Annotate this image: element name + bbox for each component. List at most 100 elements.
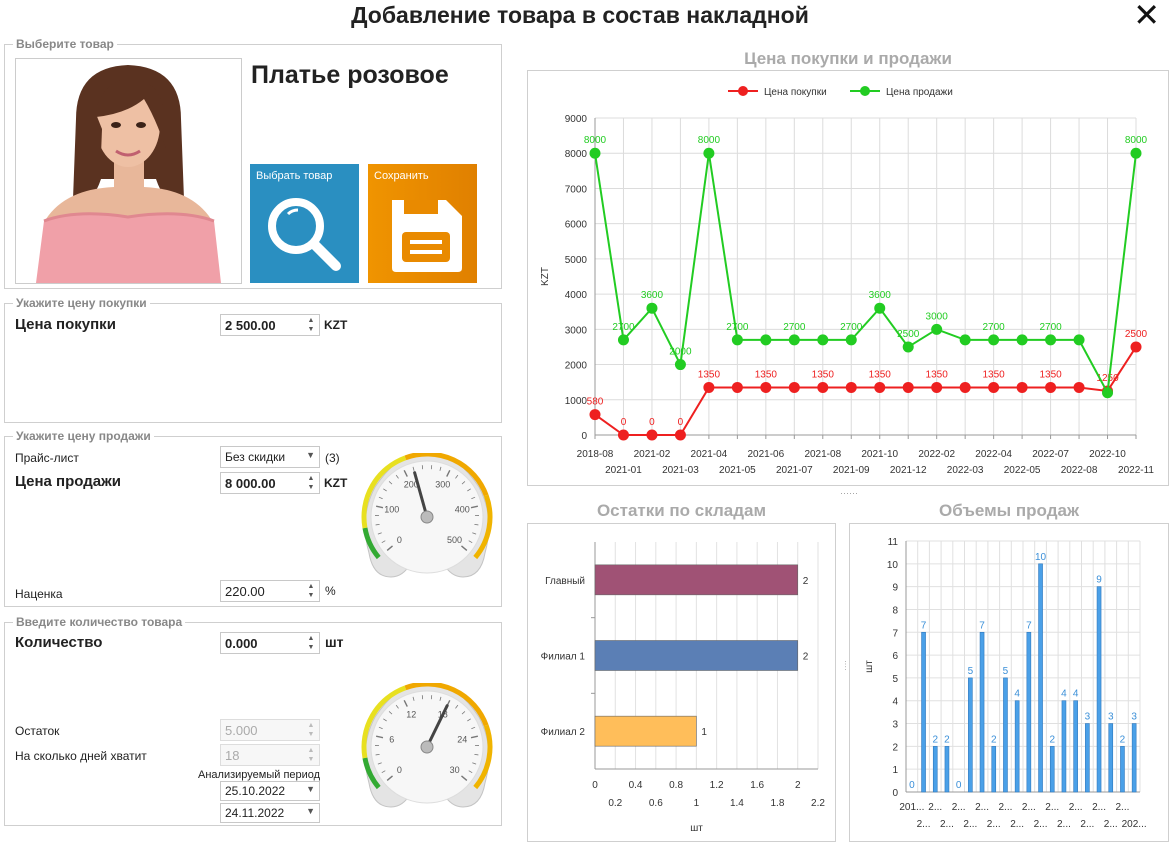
days-label: На сколько дней хватит: [15, 749, 147, 763]
gauge-tick-label: 0: [397, 765, 402, 775]
data-point: [674, 429, 686, 441]
date-to-picker[interactable]: 24.11.2022 ▼: [220, 803, 320, 823]
data-label: 2700: [1039, 322, 1062, 333]
spinner-arrows-icon[interactable]: ▲ ▼: [307, 475, 315, 491]
date-from-picker[interactable]: 25.10.2022 ▼: [220, 781, 320, 801]
bar: [979, 631, 985, 793]
x-tick-label: 2021-05: [719, 465, 756, 476]
gauge-tick: [461, 711, 466, 715]
gauge-tick: [468, 770, 473, 774]
product-photo: [15, 58, 242, 284]
bar: [1108, 723, 1114, 793]
x-tick-label: 0.4: [629, 780, 643, 791]
x-tick-label: 2...: [1022, 802, 1036, 813]
window-title: Добавление товара в состав накладной: [351, 2, 809, 28]
data-label: 2: [1049, 734, 1055, 745]
data-point: [788, 381, 800, 393]
x-tick-label: 2...: [1092, 802, 1106, 813]
gauge-arc: [362, 527, 381, 560]
gauge-arc: [361, 685, 407, 759]
data-point: [646, 302, 658, 314]
days-input: 18 ▲ ▼: [220, 744, 320, 766]
x-tick-label: 1.8: [771, 798, 785, 809]
data-point: [703, 381, 715, 393]
x-tick-label: 1.2: [710, 780, 724, 791]
data-point: [1045, 381, 1057, 393]
data-label: 1350: [698, 369, 721, 380]
bar: [1073, 700, 1078, 793]
gauge-arc: [361, 455, 407, 529]
data-label: 2: [1120, 734, 1126, 745]
data-point: [874, 381, 886, 393]
data-label: 9: [1096, 575, 1102, 586]
x-tick-label: 2...: [1080, 819, 1094, 830]
data-label: 2000: [669, 347, 692, 358]
y-tick-label: 9000: [565, 114, 588, 125]
x-tick-label: 2022-04: [975, 449, 1012, 460]
data-label: 0: [678, 417, 684, 428]
x-tick-label: 1.4: [730, 798, 744, 809]
sale-price-input[interactable]: 8 000.00 ▲ ▼: [220, 472, 320, 494]
y-tick-label: 5: [892, 674, 898, 685]
bar: [1096, 586, 1102, 793]
x-tick-label: 2021-07: [776, 465, 813, 476]
data-label: 0: [621, 417, 627, 428]
y-tick-label: 3: [892, 720, 898, 731]
purchase-price-input[interactable]: 2 500.00 ▲ ▼: [220, 314, 320, 336]
x-tick-label: 2...: [1010, 819, 1024, 830]
series-line: [594, 346, 1137, 436]
quantity-label: Количество: [15, 634, 103, 651]
quantity-input[interactable]: 0.000 ▲ ▼: [220, 632, 320, 654]
data-label: 4: [1014, 689, 1020, 700]
purchase-currency: KZT: [324, 318, 348, 332]
category-label: Филиал 2: [541, 727, 586, 738]
bar: [944, 746, 950, 793]
gauge-tick: [472, 532, 477, 535]
spinner-arrows-icon[interactable]: ▲ ▼: [307, 583, 315, 599]
spinner-arrows-icon[interactable]: ▲ ▼: [307, 317, 315, 333]
data-label: 1350: [869, 369, 892, 380]
x-tick-label: 201...: [899, 802, 924, 813]
magnifier-icon: [268, 198, 341, 271]
x-tick-label: 2022-02: [918, 449, 955, 460]
x-tick-label: 2...: [917, 819, 931, 830]
gauge-tick-label: 400: [455, 505, 470, 515]
data-point: [617, 429, 629, 441]
y-tick-label: 0: [892, 788, 898, 799]
x-tick-label: 2021-04: [691, 449, 728, 460]
bar: [1085, 723, 1090, 793]
category-label: Филиал 1: [541, 652, 586, 663]
splitter-handle-vertical[interactable]: ····: [841, 660, 850, 671]
y-tick-label: 4000: [565, 290, 588, 301]
data-label: 7: [979, 620, 985, 631]
save-button[interactable]: Сохранить: [368, 164, 477, 283]
days-value: 18: [225, 748, 240, 763]
pricelist-label: Прайс-лист: [15, 451, 79, 465]
stock-value: 5.000: [225, 723, 258, 738]
spinner-arrows-icon[interactable]: ▲ ▼: [307, 635, 315, 651]
data-point: [1073, 381, 1085, 393]
data-point: [1016, 381, 1028, 393]
x-tick-label: 2021-09: [833, 465, 870, 476]
gauge-tick: [388, 481, 393, 485]
x-tick-label: 2021-12: [890, 465, 927, 476]
stock-chart-title: Остатки по складам: [596, 501, 767, 520]
x-tick-label: 2...: [1057, 819, 1071, 830]
category-label: Главный: [545, 576, 585, 587]
select-product-button[interactable]: Выбрать товар: [250, 164, 359, 283]
gauge-arc: [362, 757, 381, 790]
data-point: [760, 334, 772, 346]
data-label: 0: [909, 780, 915, 791]
y-tick-label: 2: [892, 742, 898, 753]
bar: [594, 640, 799, 671]
markup-value: 220.00: [225, 584, 265, 599]
pricelist-select[interactable]: Без скидки ▼: [220, 446, 320, 468]
x-tick-label: 0.8: [669, 780, 683, 791]
markup-input[interactable]: 220.00 ▲ ▼: [220, 580, 320, 602]
splitter-handle[interactable]: ······: [840, 488, 858, 498]
data-point: [959, 381, 971, 393]
y-tick-label: 7000: [565, 184, 588, 195]
gauge-tick: [461, 775, 468, 781]
data-point: [845, 334, 857, 346]
close-icon[interactable]: ✕: [1133, 0, 1160, 34]
